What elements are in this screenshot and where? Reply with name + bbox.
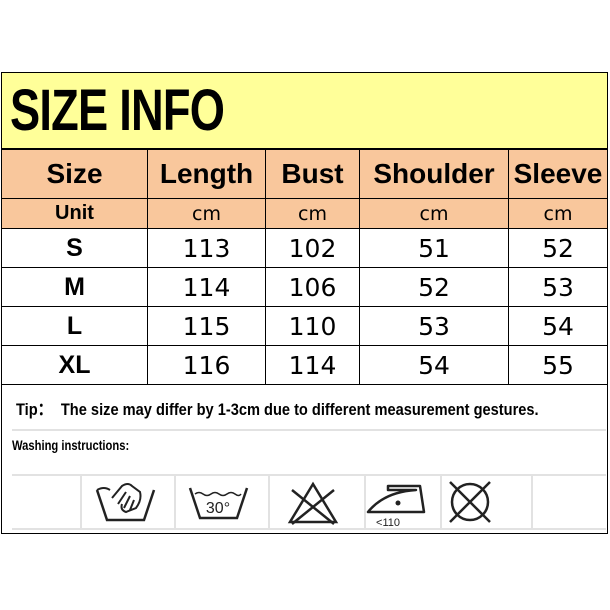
divider — [174, 475, 176, 530]
cell: 114 — [265, 345, 360, 385]
do-not-bleach-icon — [287, 481, 339, 525]
divider — [80, 475, 82, 530]
cell: Unit — [2, 198, 148, 229]
column-header: Shoulder — [359, 149, 509, 199]
cell: 54 — [359, 345, 509, 385]
cell: 51 — [359, 228, 509, 268]
table-row: M 114 106 52 53 — [2, 267, 607, 307]
cell: 110 — [265, 306, 360, 346]
cell: cm — [265, 198, 360, 229]
cell: 106 — [265, 267, 360, 307]
divider — [12, 528, 606, 530]
tip-label: Tip： — [16, 400, 53, 419]
cell: 53 — [359, 306, 509, 346]
cell: 116 — [147, 345, 266, 385]
tip-body: The size may differ by 1-3cm due to diff… — [60, 400, 539, 419]
divider — [364, 475, 366, 530]
divider — [268, 475, 270, 530]
iron-temperature: <110 — [376, 517, 400, 528]
cell: S — [2, 228, 148, 268]
size-table: Size Length Bust Shoulder Sleeve Unit cm… — [2, 149, 607, 385]
washing-label: Washing instructions: — [12, 437, 130, 453]
cell: 114 — [147, 267, 266, 307]
wash-temperature: 30° — [206, 500, 230, 517]
unit-row: Unit cm cm cm cm — [2, 198, 607, 229]
wash-30-icon: 30° — [188, 487, 249, 520]
cell: cm — [508, 198, 607, 229]
divider — [531, 475, 533, 530]
do-not-tumble-dry-icon — [449, 481, 491, 523]
cell: 53 — [508, 267, 607, 307]
divider — [440, 475, 442, 530]
cell: 102 — [265, 228, 360, 268]
cell: cm — [359, 198, 509, 229]
cell: 54 — [508, 306, 607, 346]
iron-low-icon: <110 — [366, 484, 426, 528]
cell: 113 — [147, 228, 266, 268]
divider — [12, 474, 606, 476]
cell: L — [2, 306, 148, 346]
column-header: Length — [147, 149, 266, 199]
table-row: S 113 102 51 52 — [2, 228, 607, 268]
column-header: Bust — [265, 149, 360, 199]
cell: 52 — [508, 228, 607, 268]
tip-text: Tip： The size may differ by 1-3cm due to … — [16, 395, 539, 420]
cell: M — [2, 267, 148, 307]
column-header: Sleeve — [508, 149, 607, 199]
hand-wash-icon — [95, 483, 156, 522]
cell: 55 — [508, 345, 607, 385]
cell: cm — [147, 198, 266, 229]
table-row: XL 116 114 54 55 — [2, 345, 607, 385]
size-chart: SIZE INFO Size Length Bust Shoulder Slee… — [1, 72, 608, 534]
cell: 52 — [359, 267, 509, 307]
table-row: L 115 110 53 54 — [2, 306, 607, 346]
divider — [12, 429, 606, 431]
column-header: Size — [2, 149, 148, 199]
header-row: Size Length Bust Shoulder Sleeve — [2, 149, 607, 199]
cell: XL — [2, 345, 148, 385]
title-banner: SIZE INFO — [2, 73, 607, 149]
page-title: SIZE INFO — [10, 78, 225, 143]
cell: 115 — [147, 306, 266, 346]
